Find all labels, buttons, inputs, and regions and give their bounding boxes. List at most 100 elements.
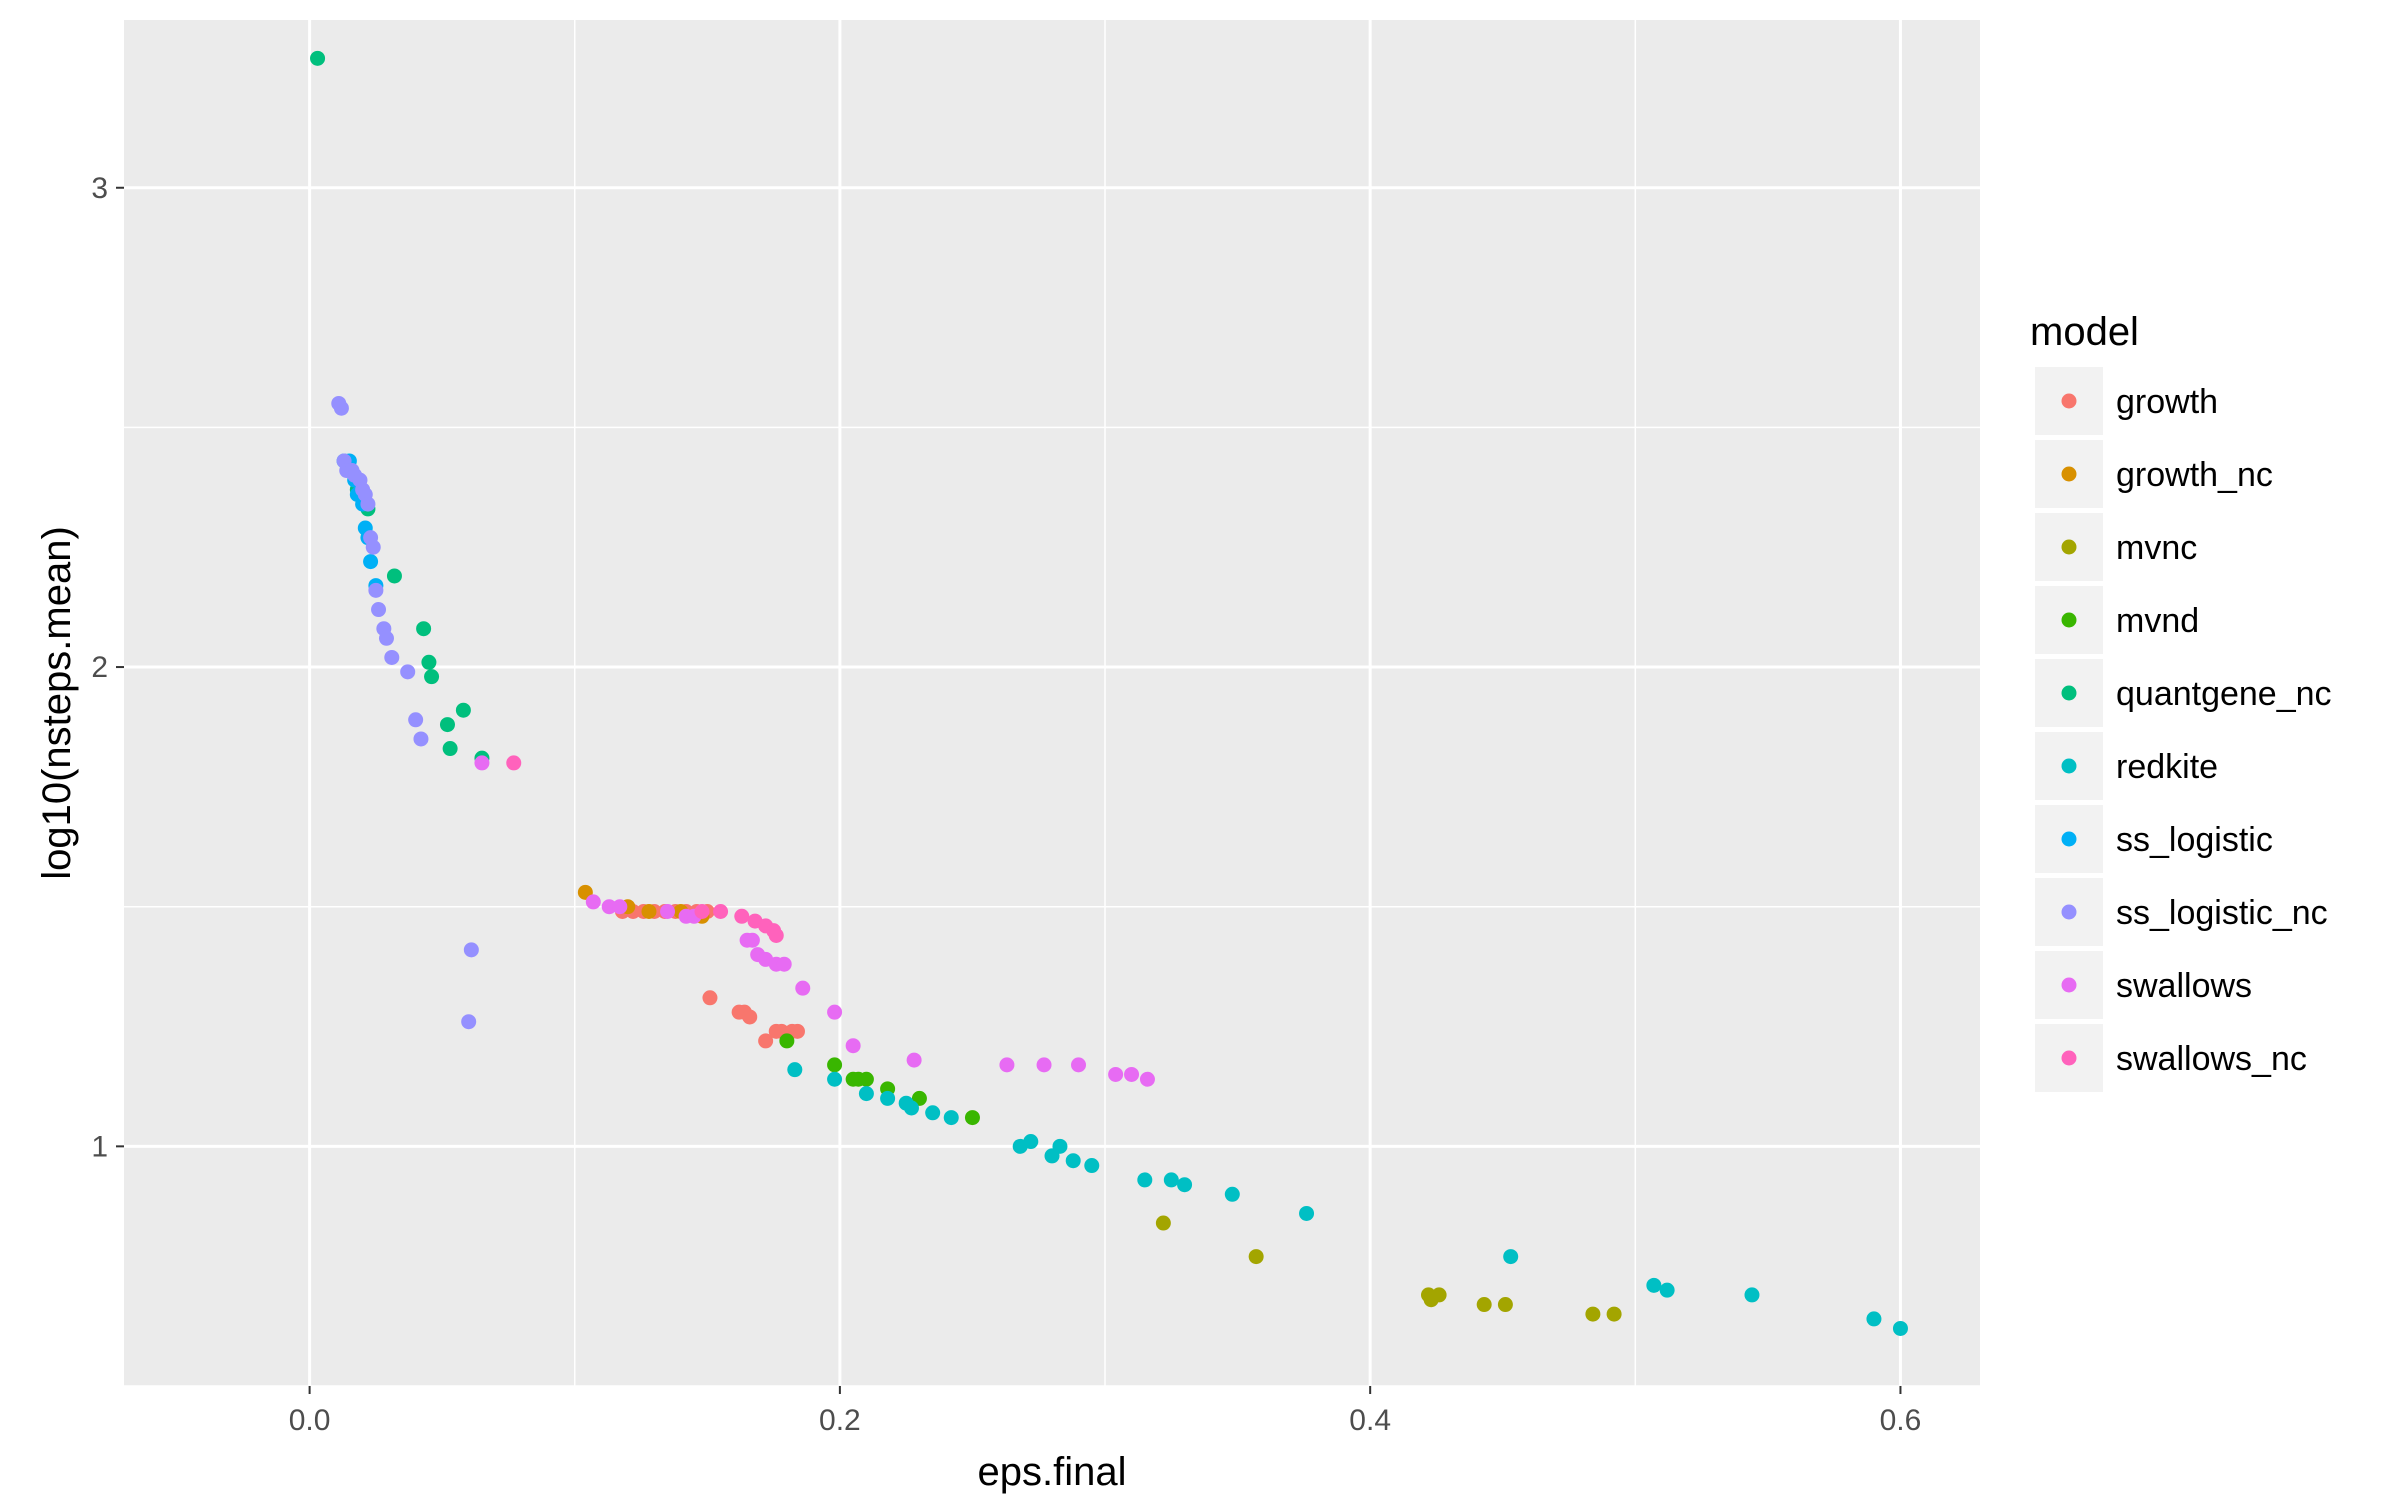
legend-key-ss_logistic xyxy=(2061,831,2077,847)
data-points xyxy=(310,50,1908,1336)
data-point-growth xyxy=(742,1009,758,1025)
legend-label-ss_logistic_nc: ss_logistic_nc xyxy=(2116,894,2328,932)
legend-label-mvnc: mvnc xyxy=(2116,529,2197,567)
data-point-swallows xyxy=(906,1052,922,1068)
data-point-quantgene_nc xyxy=(416,621,432,637)
data-point-redkite xyxy=(787,1062,803,1078)
legend-label-mvnd: mvnd xyxy=(2116,602,2199,640)
data-point-growth xyxy=(702,990,718,1006)
data-point-ss_logistic_nc xyxy=(365,539,381,555)
data-point-swallows xyxy=(744,932,760,948)
legend-key-swallows xyxy=(2061,977,2077,993)
x-tick-label: 0.6 xyxy=(1880,1404,1922,1437)
legend-key-swallows_nc xyxy=(2061,1050,2077,1066)
data-point-redkite xyxy=(1163,1172,1179,1188)
data-point-quantgene_nc xyxy=(421,654,437,670)
data-point-mvnc xyxy=(1476,1297,1492,1313)
data-point-swallows_nc xyxy=(768,927,784,943)
data-point-ss_logistic_nc xyxy=(378,630,394,646)
data-point-redkite xyxy=(1023,1134,1039,1150)
data-point-redkite xyxy=(1299,1205,1315,1221)
data-point-swallows xyxy=(1108,1066,1124,1082)
legend-key-redkite xyxy=(2061,758,2077,774)
data-point-ss_logistic_nc xyxy=(333,400,349,416)
data-point-growth xyxy=(758,1033,774,1049)
data-point-redkite xyxy=(1503,1249,1519,1265)
data-point-swallows xyxy=(1124,1066,1140,1082)
legend-key-mvnc xyxy=(2061,539,2077,555)
data-point-ss_logistic_nc xyxy=(463,942,479,958)
data-point-mvnd xyxy=(779,1033,795,1049)
data-point-growth xyxy=(789,1023,805,1039)
data-point-mvnc xyxy=(1585,1306,1601,1322)
data-point-swallows xyxy=(1139,1071,1155,1087)
data-point-ss_logistic_nc xyxy=(368,582,384,598)
data-point-quantgene_nc xyxy=(455,702,471,718)
data-point-redkite xyxy=(903,1100,919,1116)
data-point-mvnc xyxy=(1155,1215,1171,1231)
data-point-swallows_nc xyxy=(506,755,522,771)
data-point-quantgene_nc xyxy=(439,717,455,733)
data-point-ss_logistic_nc xyxy=(413,731,429,747)
data-point-swallows xyxy=(474,755,490,771)
data-point-ss_logistic_nc xyxy=(400,664,416,680)
legend-key-growth_nc xyxy=(2061,466,2077,482)
x-tick-label: 0.2 xyxy=(819,1404,861,1437)
data-point-swallows_nc xyxy=(734,908,750,924)
legend-title: model xyxy=(2030,310,2139,354)
y-tick-label: 1 xyxy=(91,1130,108,1163)
data-point-mvnd xyxy=(827,1057,843,1073)
data-point-mvnd xyxy=(964,1110,980,1126)
data-point-swallows xyxy=(1071,1057,1087,1073)
data-point-growth_nc xyxy=(641,903,657,919)
x-axis-ticks: 0.0 0.2 0.4 0.6 xyxy=(289,1386,1922,1437)
legend-label-ss_logistic: ss_logistic xyxy=(2116,821,2273,859)
data-point-redkite xyxy=(1659,1282,1675,1298)
data-point-swallows_nc xyxy=(713,903,729,919)
data-point-swallows xyxy=(827,1004,843,1020)
minor-gridlines xyxy=(124,20,1980,1387)
data-point-swallows xyxy=(845,1038,861,1054)
data-point-quantgene_nc xyxy=(310,50,326,66)
data-point-mvnc xyxy=(1248,1249,1264,1265)
data-point-swallows xyxy=(660,903,676,919)
data-point-redkite xyxy=(1177,1177,1193,1193)
data-point-redkite xyxy=(1646,1277,1662,1293)
data-point-quantgene_nc xyxy=(424,669,440,685)
data-point-swallows xyxy=(999,1057,1015,1073)
data-point-redkite xyxy=(1137,1172,1153,1188)
plot-panel xyxy=(124,20,1980,1386)
data-point-mvnc xyxy=(1497,1297,1513,1313)
data-point-redkite xyxy=(880,1090,896,1106)
data-point-ss_logistic_nc xyxy=(360,496,376,512)
legend-key-quantgene_nc xyxy=(2061,685,2077,701)
x-tick-label: 0.4 xyxy=(1349,1404,1391,1437)
y-tick-label: 2 xyxy=(91,651,108,684)
data-point-redkite xyxy=(1224,1186,1240,1202)
data-point-redkite xyxy=(1892,1320,1908,1336)
data-point-ss_logistic_nc xyxy=(408,712,424,728)
x-tick-label: 0.0 xyxy=(289,1404,331,1437)
data-point-mvnc xyxy=(1431,1287,1447,1303)
data-point-ss_logistic_nc xyxy=(384,649,400,665)
data-point-swallows xyxy=(612,899,628,915)
data-point-quantgene_nc xyxy=(386,568,402,584)
data-point-swallows xyxy=(795,980,811,996)
y-axis-ticks: 1 2 3 xyxy=(91,172,124,1163)
legend-key-ss_logistic_nc xyxy=(2061,904,2077,920)
data-point-redkite xyxy=(827,1071,843,1087)
legend-label-redkite: redkite xyxy=(2116,748,2218,786)
data-point-redkite xyxy=(925,1105,941,1121)
data-point-swallows xyxy=(601,899,617,915)
legend-key-growth xyxy=(2061,393,2077,409)
data-point-quantgene_nc xyxy=(442,741,458,757)
data-point-ss_logistic_nc xyxy=(371,602,387,618)
legend-label-growth_nc: growth_nc xyxy=(2116,456,2273,494)
data-point-redkite xyxy=(1065,1153,1081,1169)
data-point-swallows xyxy=(776,956,792,972)
data-point-mvnd xyxy=(858,1071,874,1087)
data-point-redkite xyxy=(858,1086,874,1102)
data-point-redkite xyxy=(1744,1287,1760,1303)
